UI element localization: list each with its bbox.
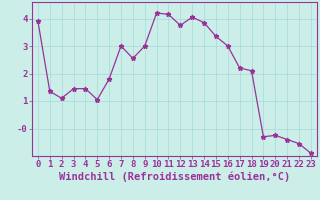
X-axis label: Windchill (Refroidissement éolien,°C): Windchill (Refroidissement éolien,°C) bbox=[59, 172, 290, 182]
